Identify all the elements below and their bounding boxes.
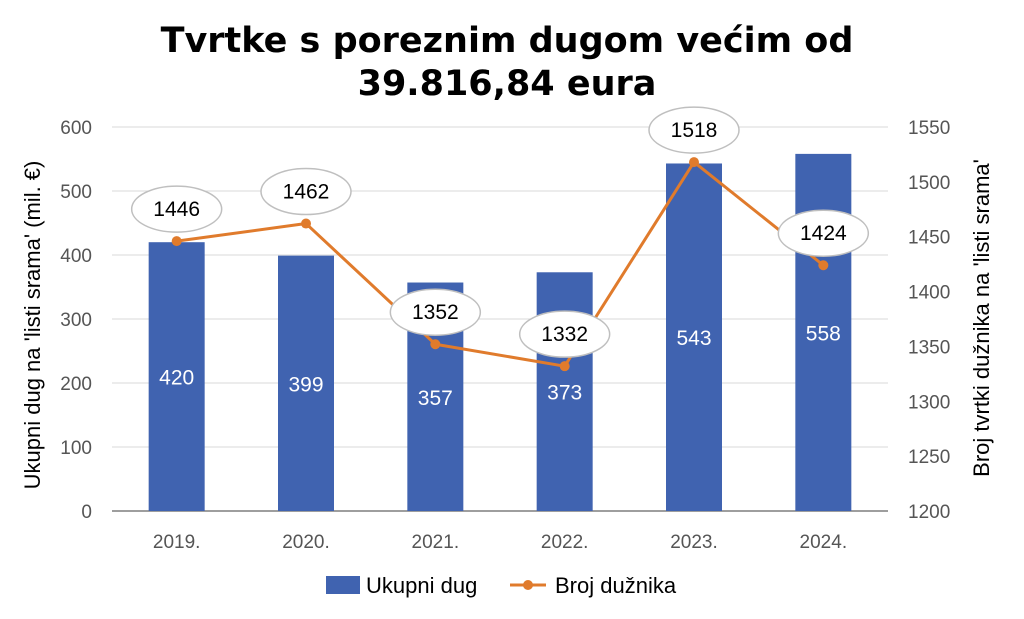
point-label-bubble — [648, 106, 740, 154]
point-value-label: 1446 — [153, 198, 200, 221]
bar-value-label: 558 — [806, 322, 841, 345]
chart-title-line-1: Tvrtke s poreznim dugom većim od — [161, 21, 854, 61]
x-tick-label: 2021. — [412, 532, 460, 553]
right-tick-label: 1350 — [908, 337, 950, 358]
left-tick-label: 0 — [81, 502, 92, 523]
bars: 420 399 357 373 543 558 — [148, 153, 852, 512]
bar — [148, 242, 205, 511]
point-value-label: 1424 — [800, 222, 847, 245]
right-tick-label: 1200 — [908, 502, 950, 523]
bar-value-label: 420 — [159, 367, 194, 390]
line-path — [176, 160, 825, 368]
point-value-label: 1462 — [283, 181, 330, 204]
legend-swatch-bar — [326, 576, 360, 594]
line-point — [171, 236, 182, 247]
left-tick-label: 600 — [60, 118, 92, 139]
left-tick-label: 100 — [60, 438, 92, 459]
point-label-bubble — [389, 288, 482, 336]
left-tick-label: 500 — [60, 182, 92, 203]
x-axis-ticks: 2019. 2020. 2021. 2022. 2023. 2024. — [153, 532, 847, 553]
x-tick-label: 2023. — [670, 532, 718, 553]
point-value-label: 1352 — [412, 301, 459, 324]
line-point — [430, 339, 441, 350]
bar — [666, 163, 722, 512]
left-tick-label: 300 — [60, 310, 92, 331]
point-label-bubble — [260, 167, 352, 216]
legend-label-line: Broj dužnika — [555, 573, 677, 598]
line-point — [559, 361, 570, 372]
point-label-bubble — [518, 310, 611, 358]
right-tick-label: 1250 — [908, 447, 950, 468]
legend: Ukupni dug Broj dužnika — [326, 573, 677, 598]
line-series: 1446 1462 1352 1332 1518 1424 — [130, 106, 870, 372]
x-tick-label: 2022. — [541, 532, 589, 553]
line-point — [689, 157, 699, 168]
x-tick-label: 2024. — [800, 532, 848, 553]
right-axis-ticks: 1200 1250 1300 1350 1400 1450 1500 1550 — [908, 118, 950, 523]
x-tick-label: 2019. — [153, 532, 201, 553]
left-axis-label: Ukupni dug na 'listi srama' (mil. €) — [20, 161, 45, 490]
point-label-bubble — [130, 185, 223, 233]
right-tick-label: 1500 — [908, 173, 950, 194]
left-axis-ticks: 0 100 200 300 400 500 600 — [60, 118, 92, 523]
x-tick-label: 2020. — [282, 532, 330, 553]
right-axis-label: Broj tvrtki dužnika na 'listi srama' — [969, 159, 994, 477]
left-tick-label: 200 — [60, 374, 92, 395]
right-tick-label: 1450 — [908, 228, 950, 249]
bar-value-label: 399 — [288, 373, 323, 396]
right-tick-label: 1400 — [908, 283, 950, 304]
right-tick-label: 1550 — [908, 118, 950, 139]
point-label-bubble — [777, 209, 870, 257]
right-tick-label: 1300 — [908, 392, 950, 413]
gridlines — [112, 126, 888, 512]
legend-swatch-marker — [523, 580, 533, 590]
bar-value-label: 543 — [676, 327, 711, 350]
left-tick-label: 400 — [60, 246, 92, 267]
bar-value-label: 357 — [418, 387, 453, 410]
point-value-label: 1332 — [541, 323, 588, 346]
line-point — [818, 260, 829, 271]
bar-value-label: 373 — [547, 382, 582, 405]
chart-title-line-2: 39.816,84 eura — [358, 64, 657, 104]
point-value-label: 1518 — [671, 119, 718, 142]
line-point — [301, 218, 311, 229]
legend-label-bar: Ukupni dug — [366, 573, 477, 598]
bar — [278, 255, 334, 511]
